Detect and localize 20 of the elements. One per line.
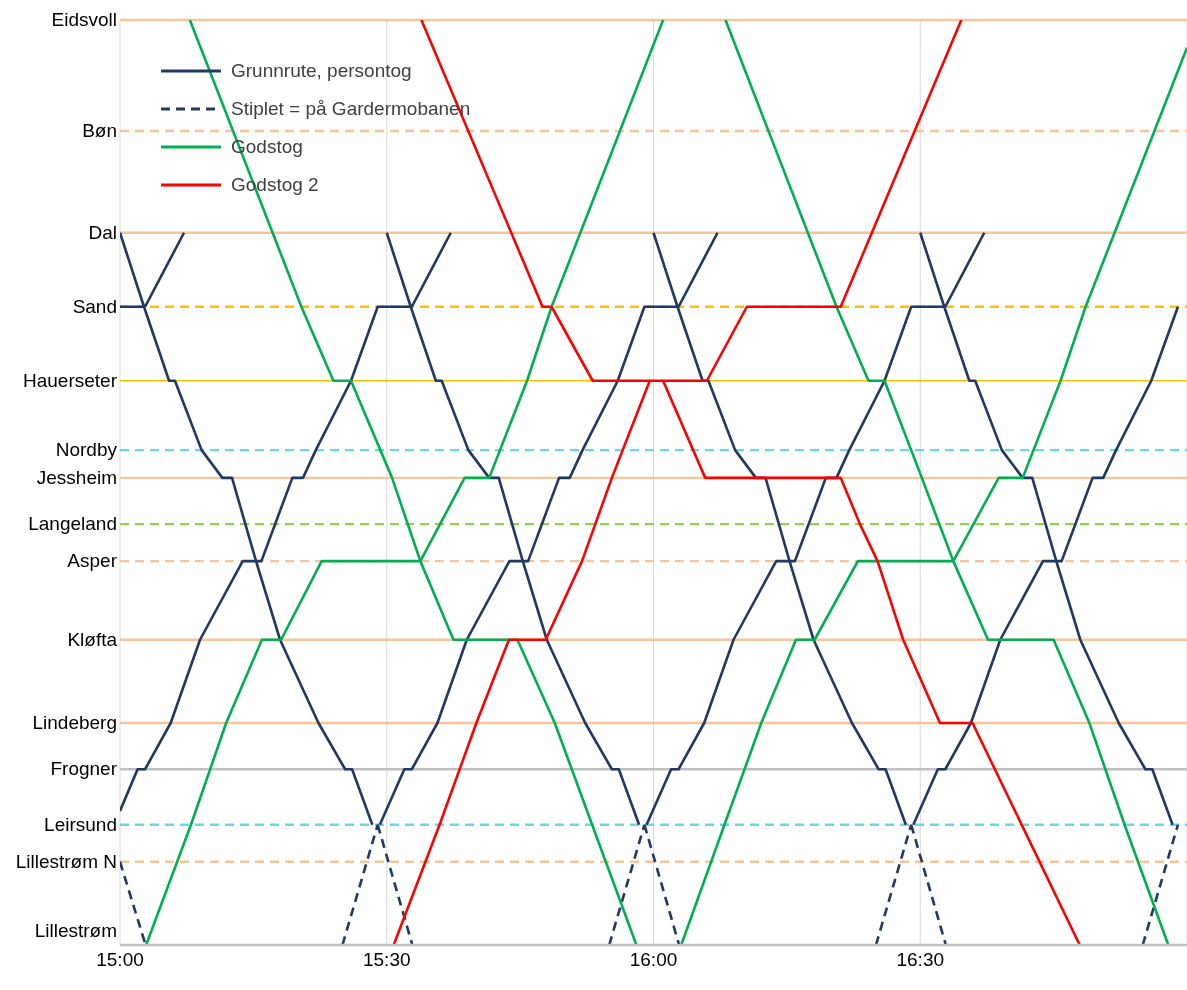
ref-line-label: Bøn <box>82 120 117 141</box>
ref-line-label: Lillestrøm N <box>15 850 117 872</box>
ref-line-label: Eidsvoll <box>51 9 117 30</box>
ref-line-label: Langeland <box>28 513 117 535</box>
x-tick-label: 16:30 <box>896 949 945 971</box>
ref-line-label: Kløfta <box>67 628 118 650</box>
x-tick-label: 16:00 <box>629 949 678 971</box>
ref-line-label: Sand <box>72 295 117 317</box>
ref-line-label: Asper <box>67 550 118 572</box>
ref-line-label: Frogner <box>50 758 118 780</box>
x-tick-label: 15:00 <box>96 949 144 971</box>
ref-line-label: Hauerseter <box>23 369 118 391</box>
ref-line-label: Dal <box>88 221 117 243</box>
ref-line-label: Nordby <box>55 439 118 461</box>
ref-line-label: Jessheim <box>36 466 117 488</box>
x-tick-label: 15:30 <box>362 949 411 971</box>
legend-label: Grunnrute, persontog <box>231 60 412 82</box>
ref-line-label: Lindeberg <box>32 712 117 733</box>
ref-line-label: Leirsund <box>44 813 117 835</box>
text: Lillestrøm <box>34 920 117 941</box>
